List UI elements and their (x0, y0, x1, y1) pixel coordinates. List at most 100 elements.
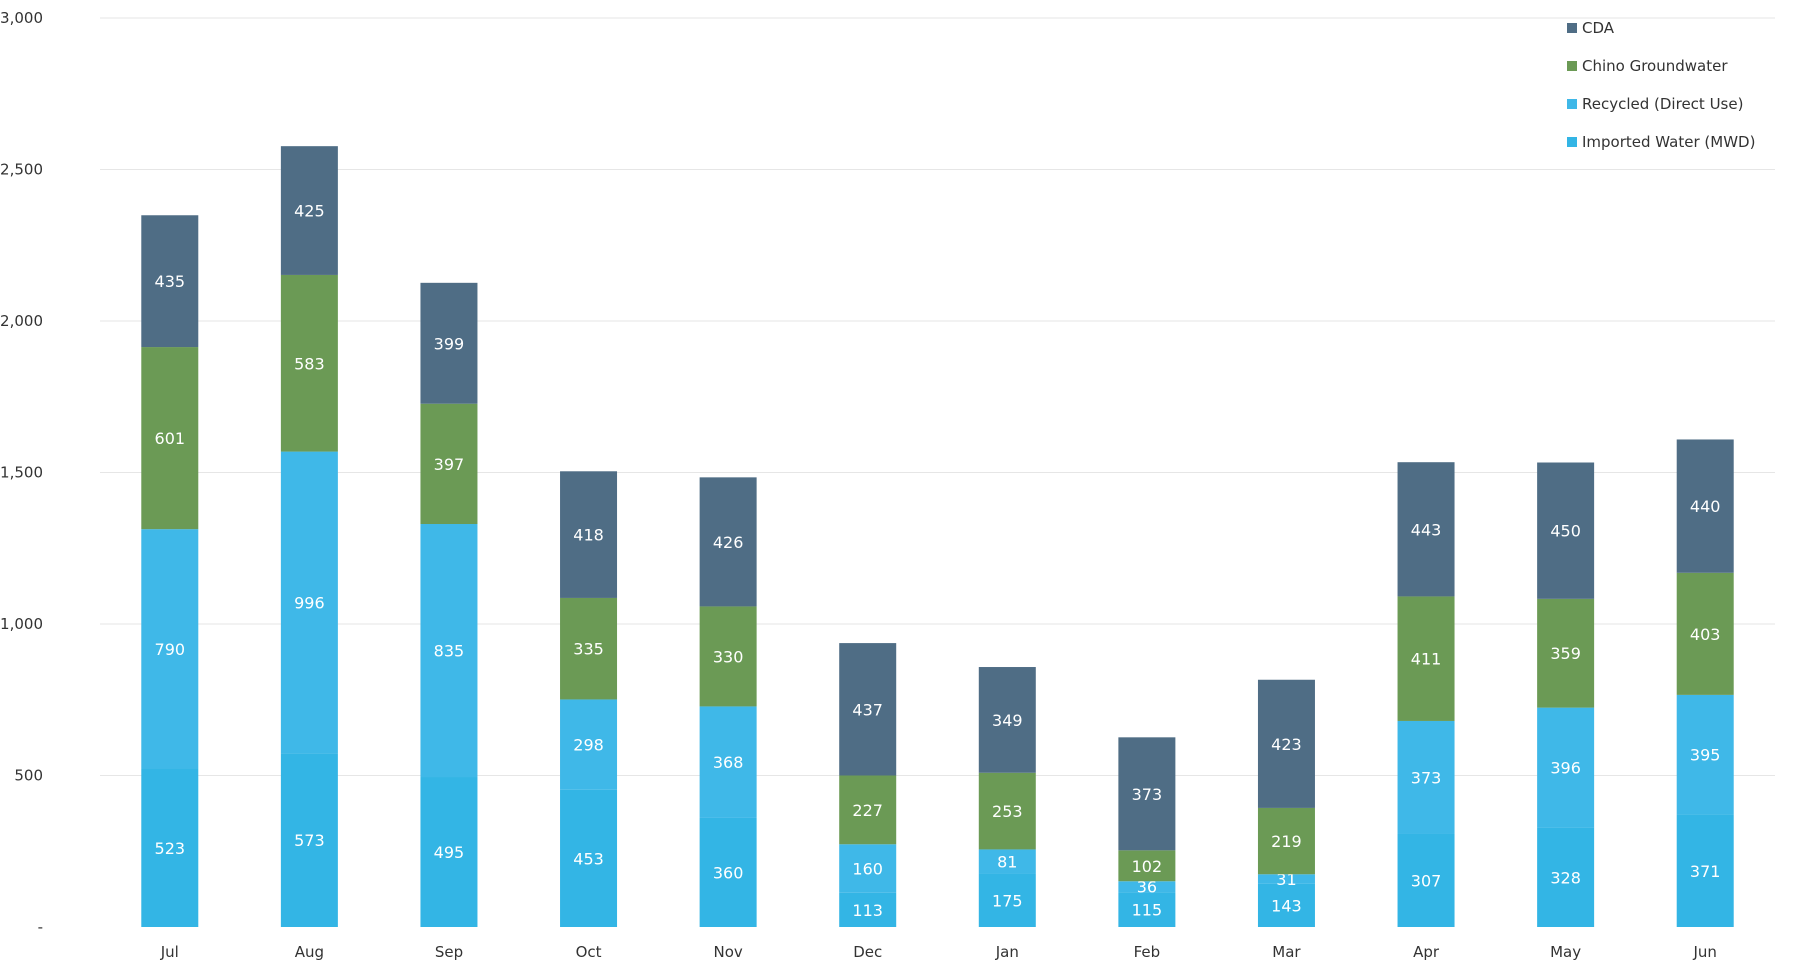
y-tick-label: 1,500 (0, 464, 43, 482)
x-tick-label: Jan (995, 943, 1019, 961)
data-label: 601 (155, 429, 186, 448)
data-label: 335 (573, 640, 604, 659)
data-label: 113 (852, 901, 883, 920)
data-label: 31 (1276, 870, 1296, 889)
x-tick-label: Mar (1272, 943, 1301, 961)
bar-segment-imported-water-mwd (141, 768, 199, 927)
data-label: 411 (1411, 650, 1442, 669)
legend-item: Imported Water (MWD) (1567, 133, 1755, 151)
bar-segment-chino-groundwater (280, 274, 338, 452)
bar-stack-feb: 115 36 102 373 (1118, 737, 1176, 927)
bar-stack-jun: 371 395 403 440 (1676, 439, 1734, 927)
bar-segment-imported-water-mwd (1397, 833, 1455, 927)
y-tick-label: - (38, 918, 43, 936)
bar-segment-cda (280, 146, 338, 275)
data-label: 227 (852, 801, 883, 820)
data-label: 523 (155, 839, 186, 858)
bar-segment-imported-water-mwd (1118, 892, 1176, 927)
data-label: 443 (1411, 520, 1442, 539)
bar-segment-cda (699, 477, 757, 607)
data-label: 36 (1137, 878, 1157, 897)
bar-segment-imported-water-mwd (560, 789, 618, 927)
legend-swatch (1567, 61, 1577, 71)
legend-item: CDA (1567, 19, 1615, 37)
data-label: 426 (713, 533, 744, 552)
data-label: 360 (713, 863, 744, 882)
data-label: 143 (1271, 896, 1302, 915)
bar-segment-cda (1537, 462, 1595, 599)
data-label: 307 (1411, 871, 1442, 890)
gridlines (100, 17, 1775, 776)
bar-segment-recycled-direct-use (978, 849, 1036, 874)
bar-segment-cda (978, 667, 1036, 773)
bar-segment-cda (1397, 462, 1455, 597)
data-label: 403 (1690, 625, 1721, 644)
data-label: 373 (1411, 768, 1442, 787)
bar-segment-imported-water-mwd (420, 777, 478, 927)
bar-segment-cda (560, 471, 618, 598)
data-label: 425 (294, 202, 325, 221)
bar-segment-recycled-direct-use (560, 699, 618, 790)
data-label: 573 (294, 831, 325, 850)
legend-item: Recycled (Direct Use) (1567, 95, 1743, 113)
bar-segment-cda (839, 643, 897, 776)
bar-segment-recycled-direct-use (1397, 720, 1455, 834)
bar-segment-imported-water-mwd (839, 892, 897, 927)
x-tick-label: Feb (1134, 943, 1161, 961)
x-tick-label: Jun (1692, 943, 1716, 961)
data-label: 395 (1690, 746, 1721, 765)
data-label: 399 (434, 334, 465, 353)
bar-segment-imported-water-mwd (1676, 814, 1734, 927)
data-label: 396 (1550, 759, 1581, 778)
bar-segment-recycled-direct-use (839, 844, 897, 893)
data-label: 175 (992, 891, 1023, 910)
bar-stack-oct: 453 298 335 418 (560, 471, 618, 927)
data-label: 418 (573, 526, 604, 545)
data-label: 437 (852, 700, 883, 719)
x-tick-label: Nov (713, 943, 742, 961)
legend-swatch (1567, 137, 1577, 147)
bar-segment-chino-groundwater (699, 606, 757, 707)
data-label: 435 (155, 272, 186, 291)
bar-stack-sep: 495 835 397 399 (420, 282, 478, 927)
bar-stack-jan: 175 81 253 349 (978, 667, 1036, 927)
x-tick-label: May (1550, 943, 1581, 961)
x-tick-label: Sep (435, 943, 463, 961)
data-label: 397 (434, 455, 465, 474)
bar-segment-cda (420, 282, 478, 404)
x-axis: Jul Aug Sep Oct Nov Dec Jan Feb Mar Apr May Jun (160, 943, 1717, 961)
y-tick-label: 1,000 (0, 615, 43, 633)
bars: 523 790 601 435 573 996 583 425 495 835 397 399 453 2… (141, 146, 1734, 927)
y-tick-label: 500 (14, 767, 43, 785)
data-label: 359 (1550, 644, 1581, 663)
y-tick-label: 2,000 (0, 312, 43, 330)
x-tick-label: Aug (295, 943, 324, 961)
data-label: 373 (1132, 785, 1163, 804)
data-label: 423 (1271, 735, 1302, 754)
legend-label: Chino Groundwater (1582, 57, 1728, 75)
y-axis: - 500 1,000 1,500 2,000 2,500 3,000 (0, 9, 43, 936)
y-tick-label: 2,500 (0, 161, 43, 179)
bar-segment-recycled-direct-use (1257, 874, 1315, 884)
bar-segment-cda (1676, 439, 1734, 573)
x-tick-label: Jul (160, 943, 179, 961)
bar-segment-cda (1118, 737, 1176, 851)
data-label: 253 (992, 802, 1023, 821)
bar-stack-may: 328 396 359 450 (1537, 462, 1595, 927)
legend-label: Recycled (Direct Use) (1582, 95, 1743, 113)
bar-segment-recycled-direct-use (420, 524, 478, 778)
bar-stack-mar: 143 31 219 423 (1257, 679, 1315, 927)
data-label: 328 (1550, 868, 1581, 887)
x-tick-label: Dec (853, 943, 882, 961)
data-label: 115 (1132, 901, 1163, 920)
bar-stack-apr: 307 373 411 443 (1397, 462, 1455, 927)
data-label: 450 (1550, 522, 1581, 541)
bar-segment-chino-groundwater (560, 597, 618, 700)
x-tick-label: Oct (576, 943, 602, 961)
bar-segment-chino-groundwater (1397, 596, 1455, 721)
data-label: 219 (1271, 832, 1302, 851)
bar-segment-imported-water-mwd (1257, 883, 1315, 927)
data-label: 368 (713, 753, 744, 772)
data-label: 349 (992, 711, 1023, 730)
bar-segment-cda (141, 215, 199, 348)
